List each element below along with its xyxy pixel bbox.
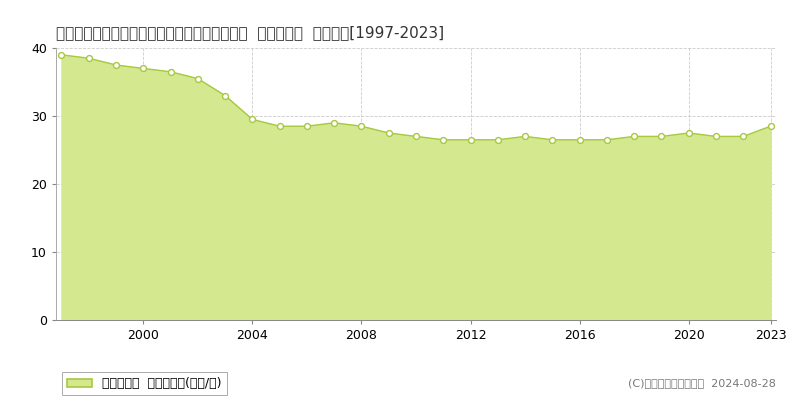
Point — [655, 133, 668, 140]
Point — [191, 75, 204, 82]
Point — [737, 133, 750, 140]
Point — [491, 136, 504, 143]
Point — [764, 123, 777, 129]
Point — [274, 123, 286, 129]
Point — [382, 130, 395, 136]
Legend: 基準地価格  平均坪単価(万円/坪): 基準地価格 平均坪単価(万円/坪) — [62, 372, 226, 395]
Point — [355, 123, 368, 129]
Point — [601, 136, 614, 143]
Point — [301, 123, 314, 129]
Point — [137, 65, 150, 72]
Text: (C)土地価格ドットコム  2024-08-28: (C)土地価格ドットコム 2024-08-28 — [628, 378, 776, 388]
Point — [437, 136, 450, 143]
Point — [628, 133, 641, 140]
Point — [574, 136, 586, 143]
Point — [710, 133, 722, 140]
Point — [110, 62, 122, 68]
Point — [328, 120, 341, 126]
Point — [55, 52, 68, 58]
Point — [218, 92, 231, 99]
Point — [410, 133, 422, 140]
Text: 愛知県知多郡東浦町大字緒川字西本坪１番３７  基準地価格  地価推移[1997-2023]: 愛知県知多郡東浦町大字緒川字西本坪１番３７ 基準地価格 地価推移[1997-20… — [56, 25, 444, 40]
Point — [464, 136, 477, 143]
Point — [246, 116, 258, 122]
Point — [82, 55, 95, 61]
Point — [546, 136, 558, 143]
Point — [682, 130, 695, 136]
Point — [518, 133, 531, 140]
Point — [164, 68, 177, 75]
